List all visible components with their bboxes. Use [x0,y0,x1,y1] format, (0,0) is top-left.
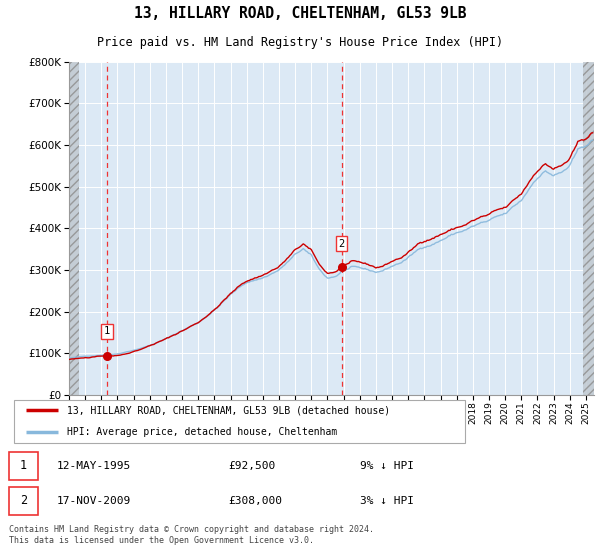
Text: £308,000: £308,000 [228,496,282,506]
Text: 2: 2 [338,239,345,249]
FancyBboxPatch shape [14,399,465,444]
Text: £92,500: £92,500 [228,461,275,471]
FancyBboxPatch shape [9,487,38,515]
Text: HPI: Average price, detached house, Cheltenham: HPI: Average price, detached house, Chel… [67,427,337,437]
Bar [583,62,594,395]
Text: 17-NOV-2009: 17-NOV-2009 [57,496,131,506]
Text: 1: 1 [20,459,27,472]
Text: 2: 2 [20,494,27,507]
Text: Price paid vs. HM Land Registry's House Price Index (HPI): Price paid vs. HM Land Registry's House … [97,36,503,49]
Text: 12-MAY-1995: 12-MAY-1995 [57,461,131,471]
Text: 13, HILLARY ROAD, CHELTENHAM, GL53 9LB (detached house): 13, HILLARY ROAD, CHELTENHAM, GL53 9LB (… [67,405,390,416]
Text: 13, HILLARY ROAD, CHELTENHAM, GL53 9LB: 13, HILLARY ROAD, CHELTENHAM, GL53 9LB [134,6,466,21]
Text: Contains HM Land Registry data © Crown copyright and database right 2024.
This d: Contains HM Land Registry data © Crown c… [9,525,374,545]
Text: 1: 1 [104,326,110,337]
Text: 9% ↓ HPI: 9% ↓ HPI [360,461,414,471]
FancyBboxPatch shape [9,452,38,480]
Text: 3% ↓ HPI: 3% ↓ HPI [360,496,414,506]
Bar [69,62,79,395]
